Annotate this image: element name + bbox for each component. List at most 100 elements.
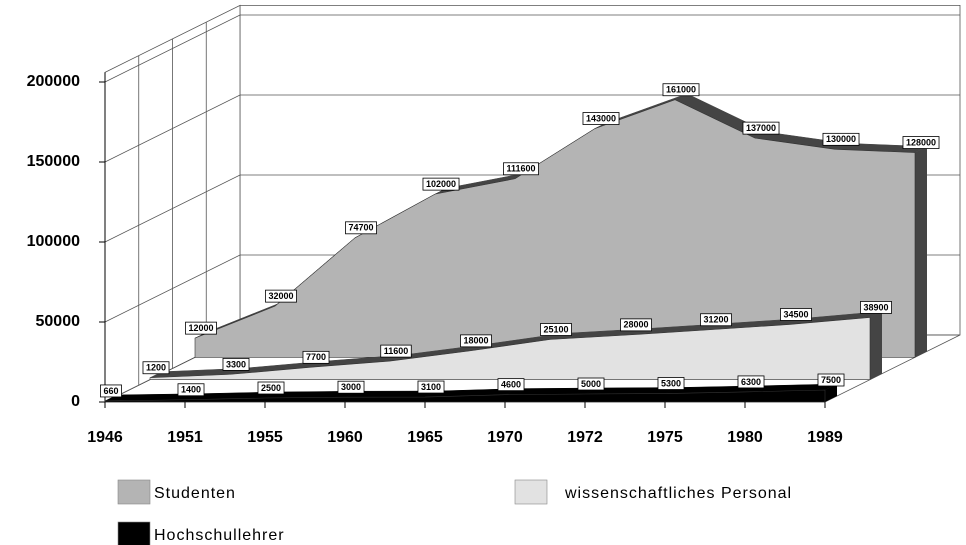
value-label-text: 128000 (906, 137, 936, 147)
value-label-box (902, 136, 940, 149)
value-label-text: 1400 (181, 385, 201, 395)
value-label: 28000 (620, 318, 652, 332)
value-label-text: 34500 (783, 309, 808, 319)
value-label-box (100, 384, 122, 398)
value-label-text: 25100 (543, 324, 568, 334)
x-tick-label: 1972 (567, 429, 603, 446)
x-tick-label: 1970 (487, 429, 523, 446)
value-label: 5300 (657, 377, 685, 390)
value-label-box (460, 334, 492, 348)
x-tick-label: 1955 (247, 429, 283, 446)
value-label-box (380, 344, 412, 358)
value-label-text: 6300 (741, 377, 761, 387)
legend-label: Studenten (154, 485, 236, 502)
value-label: 18000 (460, 334, 492, 348)
value-label-box (337, 380, 365, 394)
value-label: 2500 (257, 381, 285, 395)
legend-swatch (514, 479, 548, 505)
value-label-box (700, 313, 732, 327)
grid-line (104, 14, 960, 83)
value-label-box (257, 381, 285, 395)
value-label: 161000 (662, 83, 700, 97)
value-label-text: 18000 (463, 336, 488, 346)
value-label-text: 7700 (306, 352, 326, 362)
value-label-text: 74700 (348, 223, 373, 233)
area (149, 317, 871, 380)
value-label-box (185, 321, 217, 335)
value-label-text: 3100 (421, 382, 441, 392)
value-label: 128000 (902, 136, 940, 149)
value-label-text: 3300 (226, 359, 246, 369)
grid-line (104, 94, 960, 163)
value-label: 137000 (742, 121, 780, 135)
value-label: 111600 (503, 162, 539, 176)
x-tick-label: 1980 (727, 429, 763, 446)
value-label: 130000 (822, 132, 860, 146)
y-tick-label: 100000 (27, 233, 80, 250)
value-label-text: 32000 (268, 291, 293, 301)
value-label-text: 143000 (586, 113, 616, 123)
x-tick-label: 1946 (87, 429, 123, 446)
value-label: 3300 (222, 357, 250, 371)
y-tick-label: 150000 (27, 153, 80, 170)
value-label-box (345, 221, 377, 235)
value-label: 7500 (817, 373, 845, 387)
y-tick-label: 200000 (27, 73, 80, 90)
value-label: 660 (100, 384, 122, 398)
area-end (915, 146, 927, 358)
value-label: 4600 (497, 378, 525, 392)
legend-label: Hochschullehrer (154, 527, 285, 544)
value-label-box (657, 377, 685, 390)
value-label-box (620, 318, 652, 332)
value-label: 143000 (582, 112, 620, 125)
value-label-text: 12000 (188, 323, 213, 333)
value-label-box (780, 308, 812, 321)
value-label: 7700 (302, 350, 330, 364)
value-label: 74700 (345, 221, 377, 235)
value-label-text: 5000 (581, 379, 601, 389)
value-label-box (222, 357, 250, 371)
value-label-text: 130000 (826, 134, 856, 144)
value-label: 3000 (337, 380, 365, 394)
value-label: 11600 (380, 344, 412, 358)
value-label: 32000 (265, 289, 297, 303)
value-label-text: 1200 (146, 363, 166, 373)
value-label: 1400 (177, 383, 205, 397)
value-label: 25100 (540, 323, 572, 336)
value-label-text: 102000 (426, 179, 456, 189)
value-label-text: 28000 (623, 320, 648, 330)
value-label-box (302, 350, 330, 364)
value-label-box (817, 373, 845, 387)
value-label: 102000 (422, 177, 460, 191)
area-end (870, 311, 882, 380)
value-label-box (417, 380, 445, 394)
value-label: 3100 (417, 380, 445, 394)
value-label-text: 111600 (506, 164, 535, 174)
value-label: 12000 (185, 321, 217, 335)
value-label-text: 4600 (501, 380, 521, 390)
value-label-text: 7500 (821, 375, 841, 385)
y-tick-label: 0 (71, 393, 80, 410)
value-label-text: 3000 (341, 382, 361, 392)
value-label-box (737, 375, 765, 389)
value-label-box (582, 112, 620, 125)
value-label: 1200 (142, 361, 170, 375)
value-label-box (265, 289, 297, 303)
y-tick-label: 50000 (36, 313, 81, 330)
x-tick-label: 1975 (647, 429, 683, 446)
value-label-text: 2500 (261, 383, 281, 393)
value-label-text: 161000 (666, 85, 696, 95)
value-label-text: 660 (103, 386, 118, 396)
value-label: 34500 (780, 308, 812, 321)
value-label-text: 11600 (384, 346, 409, 356)
value-label-box (177, 383, 205, 397)
x-tick-label: 1960 (327, 429, 363, 446)
value-label-text: 38900 (863, 302, 888, 312)
value-label-text: 31200 (703, 315, 728, 325)
x-tick-label: 1965 (407, 429, 443, 446)
legend-swatch (117, 479, 151, 505)
value-label-box (860, 301, 892, 314)
value-label-box (662, 83, 700, 97)
area (104, 389, 826, 403)
value-label: 31200 (700, 313, 732, 327)
